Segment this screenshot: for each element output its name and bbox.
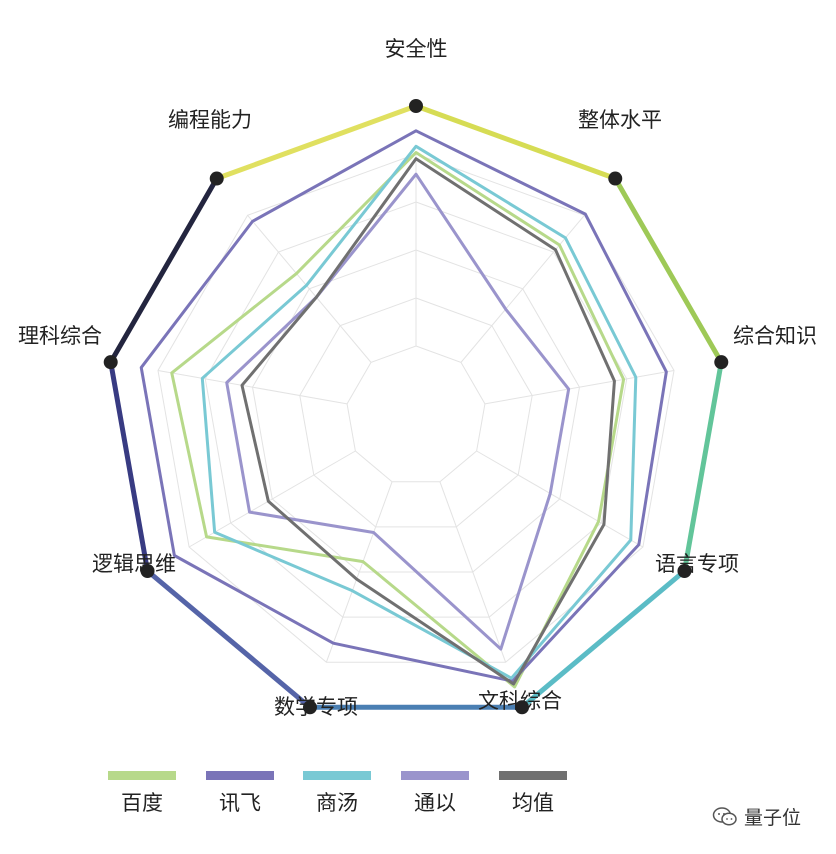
outline-segment-3 <box>681 359 724 574</box>
series-1-polygon <box>170 151 626 689</box>
grid-spoke-6 <box>325 481 393 663</box>
legend-label-2: 讯飞 <box>219 791 261 815</box>
vertex-dot-9 <box>209 171 224 186</box>
legend-swatch-3 <box>303 771 371 780</box>
grid-spoke-7 <box>188 450 356 548</box>
grid-ring-1 <box>346 345 486 483</box>
watermark-text: 量子位 <box>744 807 802 829</box>
grid-spoke-8 <box>157 370 348 405</box>
vertex-dot-8 <box>103 355 118 370</box>
vertex-dot-2 <box>608 171 623 186</box>
axis-label-1: 安全性 <box>385 37 448 61</box>
grid-spoke-5 <box>439 481 507 663</box>
legend-label-1: 百度 <box>121 791 163 815</box>
vertex-dot-3 <box>714 355 729 370</box>
chart-legend: 百度 讯飞 商汤 通以 均值 <box>108 771 567 815</box>
axis-label-5: 文科综合 <box>478 689 562 713</box>
watermark: 量子位 <box>712 803 801 830</box>
series-5-polygon <box>240 157 616 686</box>
vertex-dot-1 <box>409 99 423 113</box>
vertex-dot-4 <box>677 564 692 578</box>
vertex-dot-7 <box>140 564 155 578</box>
radar-vertex-dots <box>103 99 729 715</box>
series-2-polygon <box>139 129 668 683</box>
legend-label-3: 商汤 <box>316 791 358 815</box>
outline-segment-6 <box>145 568 313 710</box>
outline-segment-7 <box>108 359 151 574</box>
vertex-dot-5 <box>515 700 530 715</box>
legend-swatch-2 <box>206 771 274 780</box>
legend-swatch-5 <box>499 771 567 780</box>
outline-segment-1 <box>413 103 618 182</box>
radar-grid <box>157 153 675 663</box>
grid-spoke-2 <box>460 214 585 363</box>
outline-segment-8 <box>108 176 220 365</box>
radar-series-group <box>139 129 668 689</box>
axis-label-9: 编程能力 <box>168 108 252 132</box>
outline-segment-9 <box>214 103 419 182</box>
axis-label-7: 逻辑思维 <box>92 552 176 576</box>
axis-label-8: 理科综合 <box>18 324 102 348</box>
axis-label-4: 语言专项 <box>655 552 739 576</box>
radar-outer-outline <box>108 103 724 710</box>
grid-ring-2 <box>299 297 533 528</box>
series-4-polygon <box>225 172 571 651</box>
legend-swatch-1 <box>108 771 176 780</box>
grid-spoke-4 <box>476 450 644 548</box>
grid-spoke-9 <box>247 214 372 363</box>
outline-segment-4 <box>519 568 687 710</box>
legend-label-5: 均值 <box>512 791 554 815</box>
series-3-polygon <box>200 144 638 680</box>
grid-spoke-3 <box>484 370 675 405</box>
wechat-icon <box>712 806 737 826</box>
outline-segment-2 <box>612 176 724 365</box>
legend-label-4: 通以 <box>414 791 456 815</box>
axis-label-6: 数学专项 <box>274 695 358 719</box>
vertex-dot-6 <box>302 700 317 715</box>
legend-swatch-4 <box>401 771 469 780</box>
axis-label-3: 综合知识 <box>733 324 817 348</box>
axis-label-2: 整体水平 <box>578 108 662 132</box>
